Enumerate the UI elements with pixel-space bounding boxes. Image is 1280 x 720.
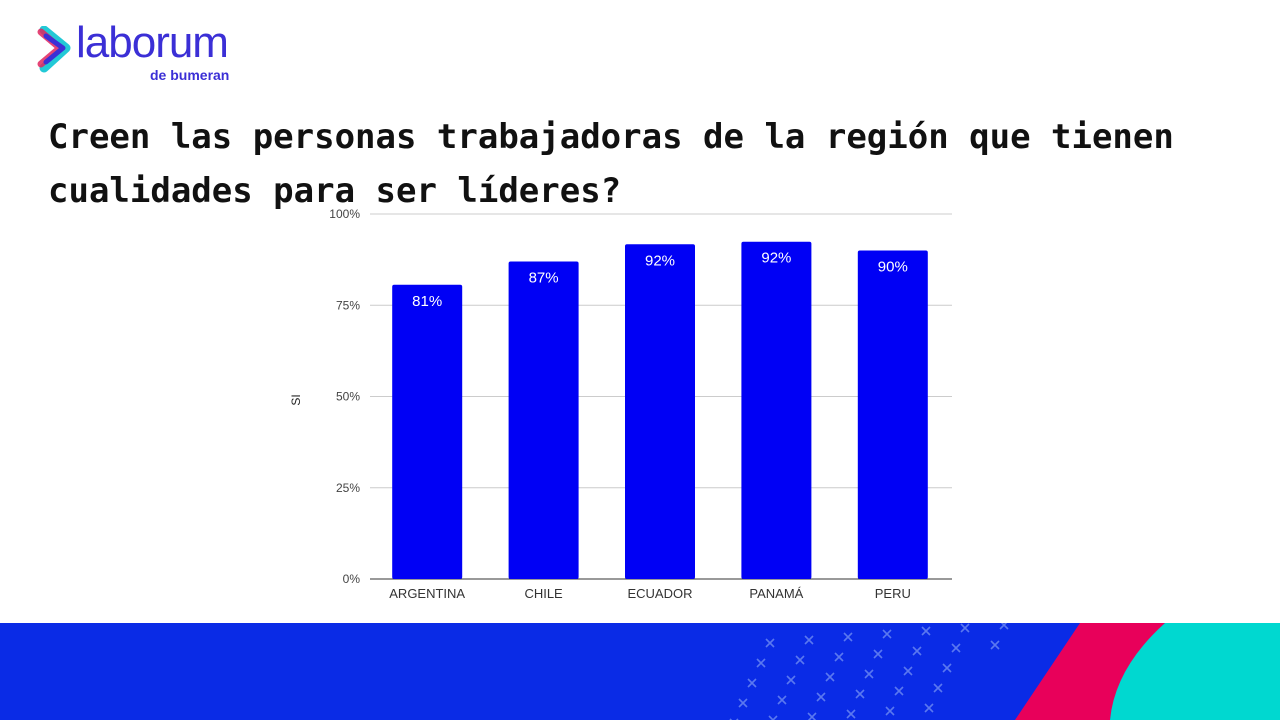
cross-mark	[924, 703, 934, 713]
cross-mark	[933, 683, 943, 693]
bar-chart: 0% 25% 50% 75% 100% SI 81% ARGENTINA 87% CHILE 92%…	[289, 207, 952, 601]
cross-mark	[846, 709, 856, 719]
pink-stripe	[1015, 623, 1165, 720]
cross-mark	[885, 706, 895, 716]
teal-shape	[1110, 623, 1280, 720]
y-tick-label: 75%	[336, 298, 360, 312]
x-tick-label: ARGENTINA	[389, 586, 465, 601]
cross-mark	[816, 692, 826, 702]
cross-mark	[825, 672, 835, 682]
cross-mark	[894, 686, 904, 696]
y-tick-label: 0%	[343, 572, 361, 586]
bar-peru	[857, 250, 928, 579]
cross-mark	[960, 623, 970, 633]
laborum-logo: laborum de bumeran	[36, 18, 266, 84]
x-tick-label: PANAMÁ	[749, 586, 803, 601]
cross-mark	[777, 695, 787, 705]
footer-banner	[0, 623, 1280, 720]
cross-mark	[855, 689, 865, 699]
data-label: 81%	[412, 293, 442, 310]
cross-mark	[843, 632, 853, 642]
cross-mark	[768, 715, 778, 720]
cross-mark	[786, 675, 796, 685]
bar-chile	[508, 261, 579, 579]
cross-mark	[747, 678, 757, 688]
cross-mark	[804, 635, 814, 645]
logo-subtitle: de bumeran	[150, 67, 230, 83]
logo-chevron-icon	[37, 26, 71, 73]
y-tick-label: 100%	[329, 207, 360, 221]
cross-mark	[990, 640, 1000, 650]
cross-mark	[882, 629, 892, 639]
cross-mark	[864, 669, 874, 679]
x-tick-label: PERU	[875, 586, 911, 601]
bar-argentina	[392, 284, 463, 579]
data-label: 92%	[645, 252, 675, 269]
data-label: 87%	[529, 269, 559, 286]
cross-mark	[903, 666, 913, 676]
cross-mark	[942, 663, 952, 673]
cross-mark	[912, 646, 922, 656]
data-label: 92%	[761, 250, 791, 267]
y-tick-label: 25%	[336, 481, 360, 495]
cross-mark	[999, 623, 1009, 630]
cross-mark	[873, 649, 883, 659]
y-axis-label: SI	[289, 394, 303, 405]
bar-panamá	[741, 241, 812, 580]
data-label: 90%	[878, 259, 908, 276]
x-tick-label: CHILE	[524, 586, 563, 601]
cross-mark	[951, 643, 961, 653]
logo-wordmark: laborum	[76, 18, 229, 67]
x-tick-label: ECUADOR	[627, 586, 692, 601]
y-tick-label: 50%	[336, 390, 360, 404]
cross-mark	[756, 658, 766, 668]
cross-mark	[738, 698, 748, 708]
bar-ecuador	[625, 244, 695, 580]
cross-mark	[921, 626, 931, 636]
cross-mark	[795, 655, 805, 665]
page-title: Creen las personas trabajadoras de la re…	[48, 117, 1174, 211]
cross-mark	[834, 652, 844, 662]
cross-mark	[765, 638, 775, 648]
